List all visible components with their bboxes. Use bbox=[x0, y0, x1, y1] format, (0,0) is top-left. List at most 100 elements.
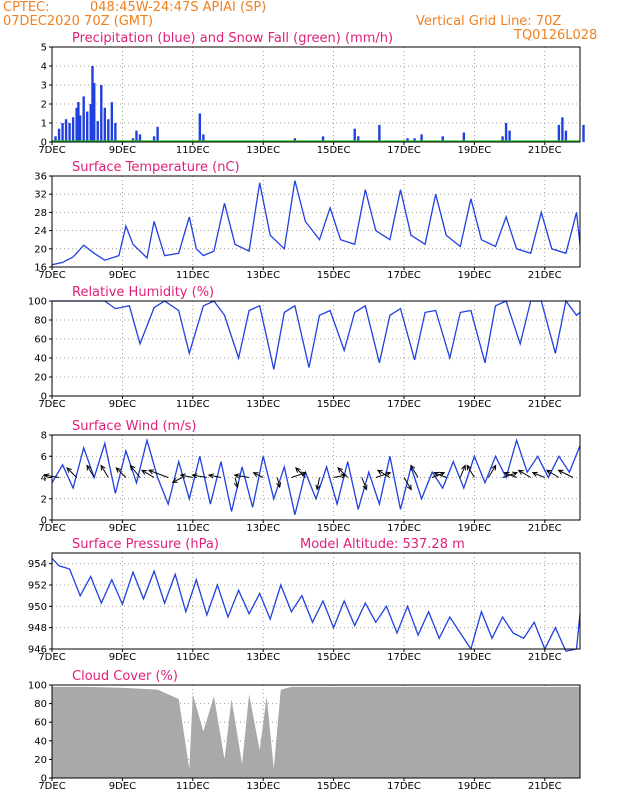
precip-title: Precipitation (blue) and Snow Fall (gree… bbox=[72, 31, 393, 46]
precip-bar bbox=[103, 107, 106, 142]
temp-title: Surface Temperature (nC) bbox=[72, 160, 240, 175]
cloud-xtick-label: 17DEC bbox=[387, 781, 421, 792]
wind-vector bbox=[115, 467, 127, 478]
wind-vector bbox=[410, 465, 419, 478]
temp-xtick-label: 13DEC bbox=[246, 270, 280, 281]
rh-ytick-label: 20 bbox=[34, 373, 47, 384]
wind-xtick-label: 9DEC bbox=[109, 523, 136, 534]
wind-vector-head bbox=[252, 472, 259, 477]
cloud-xtick-label: 19DEC bbox=[458, 781, 492, 792]
precip-bar bbox=[96, 121, 99, 142]
wind-vector bbox=[234, 477, 238, 488]
temp-xtick-label: 15DEC bbox=[317, 270, 351, 281]
wind-vector-head bbox=[362, 484, 368, 491]
precip-bar bbox=[293, 138, 297, 142]
temp-frame bbox=[51, 175, 581, 268]
precip-ytick-label: 2 bbox=[41, 100, 47, 111]
precip-bar bbox=[357, 136, 360, 142]
temp-xtick-label: 9DEC bbox=[109, 270, 136, 281]
precip-bar bbox=[135, 130, 138, 142]
wind-vector bbox=[234, 474, 250, 478]
wind-vector bbox=[361, 477, 368, 490]
precip-bar bbox=[557, 124, 561, 142]
press-xtick-label: 13DEC bbox=[246, 652, 280, 663]
precip-bar bbox=[202, 134, 205, 142]
header-grid-note: Vertical Grid Line: 70Z bbox=[416, 14, 562, 29]
cloud-xtick-label: 7DEC bbox=[38, 781, 65, 792]
wind-xtick-label: 13DEC bbox=[246, 523, 280, 534]
wind-vector bbox=[130, 465, 141, 478]
wind-ytick-label: 6 bbox=[41, 452, 47, 463]
precip-bar bbox=[77, 102, 80, 142]
precip-xtick-label: 21DEC bbox=[528, 145, 562, 156]
wind-ytick-label: 4 bbox=[41, 473, 47, 484]
precip-bar bbox=[378, 124, 381, 142]
precip-bar bbox=[54, 136, 57, 142]
precip-bar bbox=[504, 123, 508, 142]
rh-frame bbox=[51, 300, 581, 397]
precip-ytick-label: 0 bbox=[41, 138, 47, 149]
wind-vector bbox=[434, 472, 447, 478]
wind-vector bbox=[459, 465, 466, 478]
wind-vector bbox=[504, 472, 517, 478]
cloud-ytick-label: 40 bbox=[34, 736, 47, 747]
precip-bar bbox=[131, 138, 135, 142]
temp-ytick-label: 16 bbox=[34, 263, 47, 274]
precip-bar bbox=[198, 113, 202, 142]
precip-bar bbox=[91, 66, 94, 142]
precip-bar bbox=[152, 136, 156, 142]
precip-bar bbox=[156, 126, 159, 142]
precip-ytick-label: 1 bbox=[41, 119, 47, 130]
precip-bar bbox=[89, 104, 92, 142]
wind-vector bbox=[180, 474, 193, 478]
wind-vector-head bbox=[491, 464, 497, 471]
precip-bar bbox=[86, 111, 89, 142]
precip-ytick-label: 4 bbox=[41, 62, 47, 73]
press-xtick-label: 15DEC bbox=[317, 652, 351, 663]
wind-vector-head bbox=[406, 484, 412, 491]
precip-bar bbox=[420, 134, 423, 142]
precip-bar bbox=[406, 138, 409, 142]
precip-bar bbox=[75, 107, 78, 142]
precip-bar bbox=[114, 123, 117, 142]
precip-bar bbox=[82, 96, 85, 142]
wind-vector-head bbox=[100, 464, 106, 471]
wind-vector bbox=[403, 477, 412, 490]
rh-xtick-label: 11DEC bbox=[176, 399, 210, 410]
temp-xtick-label: 21DEC bbox=[528, 270, 562, 281]
press-xtick-label: 17DEC bbox=[387, 652, 421, 663]
precip-xtick-label: 15DEC bbox=[317, 145, 351, 156]
wind-vector-head bbox=[517, 469, 524, 475]
cloud-xtick-label: 11DEC bbox=[176, 781, 210, 792]
cloud-area bbox=[52, 686, 580, 778]
press-ytick-label: 946 bbox=[28, 645, 47, 656]
rh-ytick-label: 40 bbox=[34, 354, 47, 365]
press-xtick-label: 21DEC bbox=[528, 652, 562, 663]
wind-vector-head bbox=[503, 471, 510, 477]
precip-bar bbox=[61, 123, 64, 142]
wind-ytick-label: 0 bbox=[41, 516, 47, 527]
wind-xtick-label: 21DEC bbox=[528, 523, 562, 534]
wind-vector bbox=[333, 474, 346, 478]
wind-vector-head bbox=[129, 464, 136, 471]
cloud-xtick-label: 13DEC bbox=[246, 781, 280, 792]
wind-vector bbox=[192, 474, 207, 478]
header-init-time: 07DEC2020 70Z (GMT) bbox=[3, 14, 154, 29]
wind-xtick-label: 15DEC bbox=[317, 523, 351, 534]
wind-vector bbox=[518, 469, 531, 478]
precip-bar bbox=[138, 134, 142, 142]
precip-xtick-label: 11DEC bbox=[176, 145, 210, 156]
wind-ytick-label: 2 bbox=[41, 494, 47, 505]
wind-vector-head bbox=[337, 467, 343, 473]
wind-vector-head bbox=[147, 469, 154, 475]
wind-xtick-label: 19DEC bbox=[458, 523, 492, 534]
rh-xtick-label: 7DEC bbox=[38, 399, 65, 410]
wind-vector-head bbox=[115, 467, 122, 473]
rh-xtick-label: 19DEC bbox=[458, 399, 492, 410]
wind-vector bbox=[558, 469, 574, 478]
precip-xtick-label: 13DEC bbox=[246, 145, 280, 156]
rh-xtick-label: 15DEC bbox=[317, 399, 351, 410]
press-ytick-label: 954 bbox=[28, 559, 47, 570]
wind-vector bbox=[488, 465, 497, 478]
